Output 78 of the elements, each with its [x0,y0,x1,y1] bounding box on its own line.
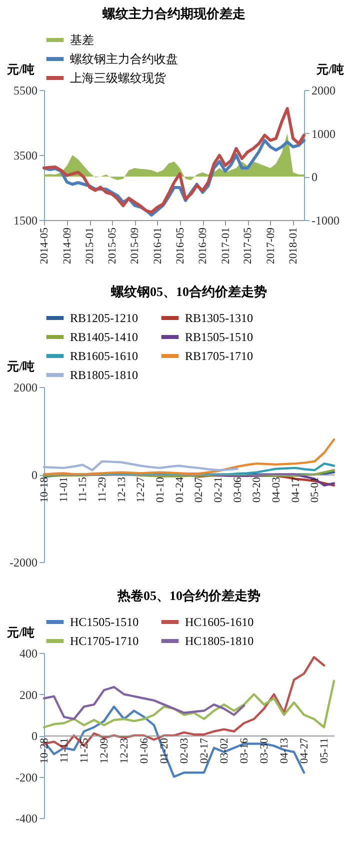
x-tick-label: 2015-01 [84,228,96,264]
x-tick-label: 12-23 [118,738,130,764]
legend-label: 螺纹钢主力合约收盘 [70,52,178,66]
x-tick-label: 11-25 [78,738,90,764]
x-tick-label: 01-10 [154,476,166,503]
y-tick-label: 400 [20,646,38,660]
x-tick-label: 12-13 [116,476,128,503]
x-tick-label: 2017-01 [220,228,232,264]
x-tick-label: 11-01 [58,477,70,502]
y-axis-title: 元/吨 [6,626,34,640]
y-tick-label: 0 [32,729,38,743]
legend-label: RB1805-1810 [70,368,138,382]
x-tick-label: 2014-09 [61,227,74,264]
y-axis-title: 元/吨 [6,360,34,374]
chart-title: 螺纹主力合约期现价差走 [102,6,246,21]
x-tick-label: 2015-05 [106,227,118,264]
y-tick-label: 3500 [14,148,38,162]
x-tick-label: 01-24 [174,476,186,503]
legend-label: HC1605-1610 [185,615,254,629]
x-tick-label: 02-07 [193,476,206,503]
y2-tick-label: 2000 [312,84,336,98]
y-tick-label: -400 [16,812,38,826]
legend-label: HC1505-1510 [70,615,139,629]
y-tick-label: 2000 [14,380,38,394]
x-tick-label: 2017-09 [264,227,277,264]
y-tick-label: 200 [20,688,38,702]
y2-tick-label: 0 [312,170,318,184]
x-tick-label: 12-27 [135,476,148,503]
x-tick-label: 2016-09 [197,227,210,264]
y2-tick-label: 1000 [312,126,336,141]
x-tick-label: 2016-01 [152,228,164,264]
y-tick-label: 5500 [14,84,38,98]
legend-label: RB1605-1610 [70,349,138,363]
legend-label: RB1405-1410 [70,330,138,344]
legend-label: HC1705-1710 [70,634,139,648]
x-tick-label: 12-09 [98,738,110,764]
x-tick-label: 05-11 [318,738,330,764]
chart-title: 螺纹钢05、10合约价差走势 [110,284,267,299]
x-tick-label: 03-30 [258,738,270,764]
y2-axis-title: 元/吨 [316,62,344,76]
x-tick-label: 2014-05 [38,227,50,264]
x-tick-label: 2015-09 [129,227,142,264]
x-tick-label: 03-06 [232,476,244,503]
legend-label: RB1505-1510 [185,330,254,344]
x-tick-label: 04-03 [270,476,282,503]
x-tick-label: 02-17 [198,738,210,764]
legend-label: RB1305-1310 [185,311,254,325]
legend-label: 基差 [70,33,94,47]
legend-label: 上海三级螺纹现货 [70,71,166,85]
y-tick-label: 0 [32,468,38,482]
y-axis-title: 元/吨 [6,62,34,76]
y-tick-label: -200 [16,770,38,784]
x-tick-label: 11-11 [58,738,70,763]
x-tick-label: 03-20 [251,476,264,503]
x-tick-label: 03-02 [218,738,230,764]
legend-label: HC1805-1810 [185,634,254,648]
x-tick-label: 02-03 [178,738,190,764]
x-tick-label: 2016-05 [174,227,186,264]
x-tick-label: 03-16 [238,738,250,764]
x-tick-label: 10-28 [38,738,50,764]
y-tick-label: 1500 [14,214,38,228]
legend-label: RB1205-1210 [70,311,138,325]
x-tick-label: 10-18 [38,476,50,503]
x-tick-label: 11-29 [96,476,108,502]
x-tick-label: 01-06 [138,738,150,764]
x-tick-label: 05-01 [309,477,322,503]
y-tick-label: -2000 [10,556,38,570]
x-tick-label: 11-15 [77,476,90,502]
legend-label: RB1705-1710 [185,349,254,363]
x-tick-label: 02-21 [212,477,224,503]
x-tick-label: 2017-05 [242,227,254,264]
x-tick-label: 04-17 [290,476,302,503]
x-tick-label: 04-27 [298,738,310,764]
y2-tick-label: -1000 [312,214,340,228]
x-tick-label: 04-13 [278,738,290,764]
x-tick-label: 2018-01 [288,228,300,264]
chart-title: 热卷05、10合约价差走势 [116,588,260,603]
x-tick-label: 01-20 [158,738,170,764]
